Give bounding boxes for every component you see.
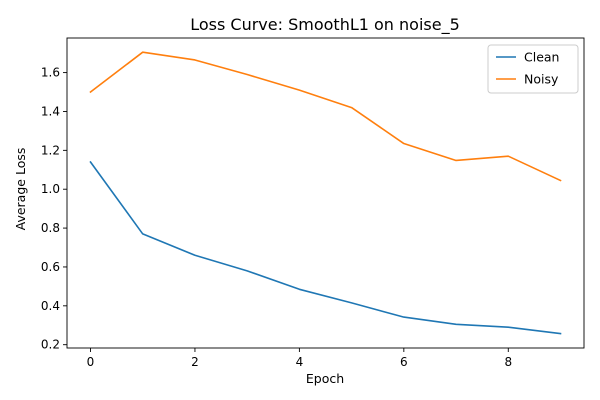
y-tick-label: 0.2	[41, 338, 60, 352]
series-line-noisy	[89, 51, 562, 182]
x-tick-label: 6	[400, 355, 408, 369]
legend: Clean Noisy	[487, 44, 579, 94]
y-axis-label: Average Loss	[13, 148, 28, 231]
y-tick-label: 1.6	[41, 66, 60, 80]
x-tick-label: 2	[191, 355, 199, 369]
axes-frame	[66, 37, 585, 349]
chart-title: Loss Curve: SmoothL1 on noise_5	[190, 15, 460, 35]
x-tick-label: 4	[296, 355, 304, 369]
y-tick-label: 0.6	[41, 260, 60, 274]
legend-label-noisy: Noisy	[524, 72, 559, 87]
plot-area	[66, 37, 585, 349]
legend-label-clean: Clean	[524, 50, 559, 65]
x-tick-label: 8	[504, 355, 512, 369]
y-tick-label: 1.4	[41, 104, 60, 118]
x-tick-label: 0	[87, 355, 95, 369]
y-tick-label: 0.8	[41, 221, 60, 235]
y-tick-label: 0.4	[41, 299, 60, 313]
y-tick-label: 1.0	[41, 182, 60, 196]
axis-ticks: 0 2 4 6 8 0.2 0.4 0.6 0.8 1.0 1.2 1.4 1.6	[41, 66, 512, 369]
series-line-clean	[89, 160, 562, 335]
x-axis-label: Epoch	[306, 371, 344, 386]
y-tick-label: 1.2	[41, 143, 60, 157]
